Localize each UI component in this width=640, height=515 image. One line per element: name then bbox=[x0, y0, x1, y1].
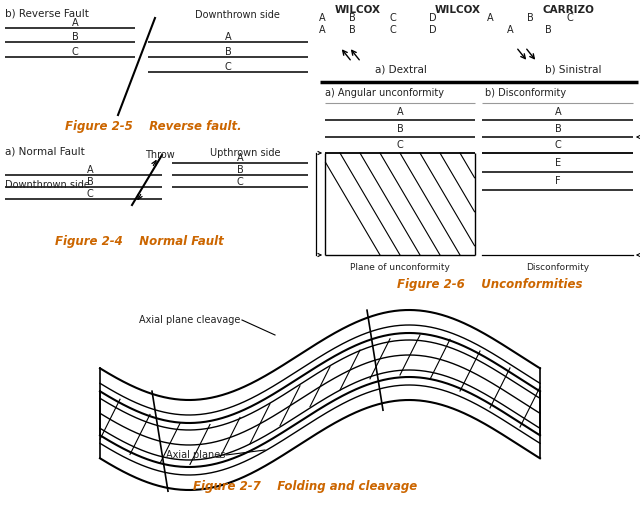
Text: D: D bbox=[429, 13, 437, 23]
Text: B: B bbox=[237, 165, 243, 175]
Text: Upthrown side: Upthrown side bbox=[210, 148, 280, 158]
Text: a) Normal Fault: a) Normal Fault bbox=[5, 147, 84, 157]
Text: C: C bbox=[397, 140, 403, 150]
Text: b) Reverse Fault: b) Reverse Fault bbox=[5, 8, 89, 18]
Text: Figure 2-7    Folding and cleavage: Figure 2-7 Folding and cleavage bbox=[193, 480, 417, 493]
Text: Downthrown side: Downthrown side bbox=[195, 10, 280, 20]
Text: CARRIZO: CARRIZO bbox=[542, 5, 594, 15]
Text: B: B bbox=[86, 177, 93, 187]
Text: B: B bbox=[349, 13, 355, 23]
Text: b) Disconformity: b) Disconformity bbox=[485, 88, 566, 98]
Text: C: C bbox=[555, 140, 561, 150]
Text: WILCOX: WILCOX bbox=[435, 5, 481, 15]
Text: E: E bbox=[555, 158, 561, 168]
Text: A: A bbox=[319, 13, 325, 23]
Text: F: F bbox=[555, 176, 561, 186]
Text: C: C bbox=[72, 47, 78, 57]
Text: A: A bbox=[486, 13, 493, 23]
Text: D: D bbox=[429, 25, 437, 35]
Text: Downthrown side: Downthrown side bbox=[5, 180, 90, 190]
Text: Disconformity: Disconformity bbox=[527, 263, 589, 272]
Text: C: C bbox=[237, 177, 243, 187]
Text: Throw: Throw bbox=[145, 150, 175, 160]
Text: B: B bbox=[349, 25, 355, 35]
Text: A: A bbox=[555, 107, 561, 117]
Text: WILCOX: WILCOX bbox=[335, 5, 381, 15]
Text: B: B bbox=[527, 13, 533, 23]
Text: Axial planes: Axial planes bbox=[166, 450, 225, 460]
Text: C: C bbox=[390, 13, 396, 23]
Text: B: B bbox=[72, 32, 78, 42]
Text: b) Sinistral: b) Sinistral bbox=[545, 65, 602, 75]
Text: Figure 2-6    Unconformities: Figure 2-6 Unconformities bbox=[397, 278, 583, 291]
Text: A: A bbox=[237, 153, 243, 163]
Text: A: A bbox=[507, 25, 513, 35]
Text: B: B bbox=[397, 124, 403, 134]
Text: C: C bbox=[86, 189, 93, 199]
Text: C: C bbox=[225, 62, 232, 72]
Text: C: C bbox=[566, 13, 573, 23]
Text: B: B bbox=[225, 47, 232, 57]
Text: Axial plane cleavage: Axial plane cleavage bbox=[139, 315, 240, 325]
Text: Plane of unconformity: Plane of unconformity bbox=[350, 263, 450, 272]
Text: A: A bbox=[86, 165, 93, 175]
Text: A: A bbox=[319, 25, 325, 35]
Text: A: A bbox=[397, 107, 403, 117]
Text: Figure 2-5    Reverse fault.: Figure 2-5 Reverse fault. bbox=[65, 120, 242, 133]
Text: A: A bbox=[225, 32, 231, 42]
Text: A: A bbox=[72, 18, 78, 28]
Text: a) Angular unconformity: a) Angular unconformity bbox=[325, 88, 444, 98]
Text: Figure 2-4    Normal Fault: Figure 2-4 Normal Fault bbox=[55, 235, 224, 248]
Text: B: B bbox=[545, 25, 552, 35]
Text: B: B bbox=[555, 124, 561, 134]
Text: a) Dextral: a) Dextral bbox=[375, 65, 427, 75]
Text: C: C bbox=[390, 25, 396, 35]
